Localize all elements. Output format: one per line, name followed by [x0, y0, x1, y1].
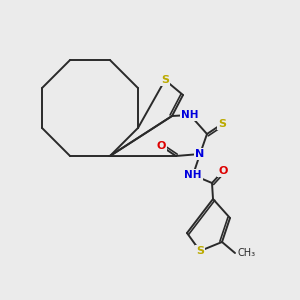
- Text: NH: NH: [181, 110, 199, 120]
- Text: O: O: [156, 141, 166, 151]
- Text: CH₃: CH₃: [237, 248, 255, 258]
- Text: O: O: [218, 166, 228, 176]
- Text: S: S: [161, 75, 169, 85]
- Text: S: S: [218, 119, 226, 129]
- Text: NH: NH: [184, 170, 202, 180]
- Text: S: S: [196, 246, 204, 256]
- Text: N: N: [195, 149, 205, 159]
